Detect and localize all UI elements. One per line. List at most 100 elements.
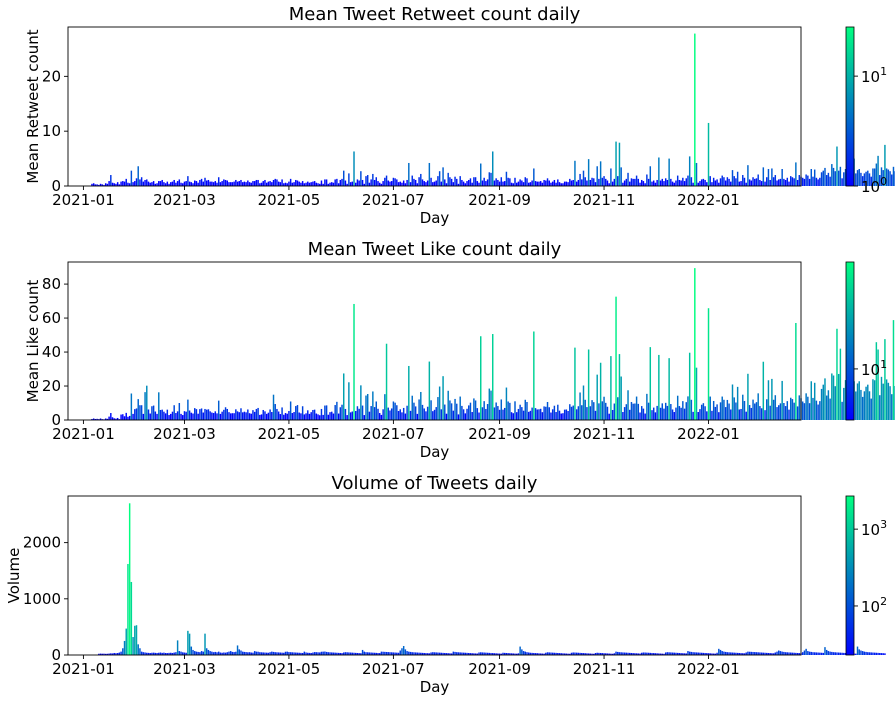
bar	[466, 652, 468, 655]
bar	[728, 178, 730, 186]
colorbar-tick-label: 101	[861, 358, 887, 379]
bar	[887, 169, 890, 186]
bar	[378, 182, 381, 186]
bar	[204, 633, 206, 655]
bar	[413, 402, 415, 420]
bar	[649, 166, 652, 186]
bar	[676, 175, 679, 186]
bar	[557, 404, 559, 420]
bar	[180, 413, 182, 420]
bar	[197, 651, 199, 655]
bar	[464, 183, 467, 186]
bar	[161, 409, 163, 420]
bar	[92, 183, 95, 186]
bar	[639, 412, 641, 420]
bar	[308, 652, 311, 655]
bar	[685, 653, 687, 655]
bar	[599, 362, 602, 420]
bar	[474, 653, 477, 655]
bar	[565, 653, 568, 655]
bar	[683, 408, 686, 420]
bar	[591, 400, 593, 420]
bar	[159, 652, 162, 655]
bar	[760, 181, 763, 186]
bar	[492, 653, 494, 655]
bar	[103, 653, 105, 655]
bar	[680, 653, 682, 655]
bar	[428, 361, 431, 420]
bar	[692, 182, 694, 186]
bar	[738, 652, 741, 655]
bar	[817, 404, 819, 420]
bar	[490, 172, 492, 186]
bar	[611, 181, 614, 186]
bar	[692, 652, 694, 655]
bar	[594, 653, 597, 655]
bar	[529, 410, 532, 420]
bar	[401, 648, 403, 655]
bar	[104, 653, 107, 655]
bar	[452, 410, 455, 420]
bar	[831, 164, 833, 186]
bar	[555, 652, 557, 655]
bar	[137, 399, 139, 420]
bar	[887, 382, 890, 420]
bar	[767, 652, 770, 655]
bar	[399, 650, 401, 655]
bar	[659, 180, 662, 186]
bar	[286, 413, 288, 420]
bar	[774, 175, 777, 186]
bar	[550, 182, 552, 186]
bar	[601, 177, 604, 186]
bar	[252, 652, 254, 655]
colorbar-gradient-rect	[845, 261, 855, 421]
bar	[324, 405, 326, 420]
bar	[596, 374, 598, 420]
bar	[118, 652, 121, 655]
x-tick-label: 2021-05	[258, 660, 321, 678]
bar	[216, 182, 218, 186]
bar	[562, 653, 564, 655]
bar	[214, 651, 217, 655]
bar	[579, 173, 581, 186]
bar	[217, 400, 220, 420]
bar	[450, 653, 453, 655]
bar	[339, 407, 342, 420]
bar	[134, 409, 136, 420]
bar	[574, 652, 576, 655]
bar	[813, 169, 816, 186]
bar	[723, 177, 725, 186]
bar	[652, 653, 655, 655]
bar	[178, 179, 181, 186]
bar	[221, 411, 223, 420]
bar	[589, 653, 592, 655]
bar	[175, 413, 177, 420]
bar	[865, 651, 867, 655]
bar	[116, 182, 119, 186]
bar	[803, 650, 806, 655]
bar	[548, 652, 550, 655]
bar	[589, 406, 592, 420]
bar	[740, 181, 742, 186]
bar	[671, 181, 674, 186]
bar	[341, 404, 343, 420]
bar	[505, 652, 508, 655]
bar	[498, 181, 501, 186]
bar	[836, 328, 838, 420]
bar	[319, 652, 321, 655]
bar	[205, 180, 208, 186]
bar	[603, 176, 605, 186]
bar	[260, 414, 263, 420]
bar	[646, 393, 648, 420]
bar	[110, 413, 112, 420]
bar	[605, 653, 607, 655]
bar	[582, 170, 585, 186]
bar	[841, 401, 843, 420]
bar	[820, 652, 823, 655]
bar	[481, 652, 484, 655]
bar	[176, 181, 179, 186]
bar	[478, 412, 480, 420]
bar	[387, 407, 389, 420]
bar	[704, 406, 706, 420]
bar	[889, 171, 891, 186]
